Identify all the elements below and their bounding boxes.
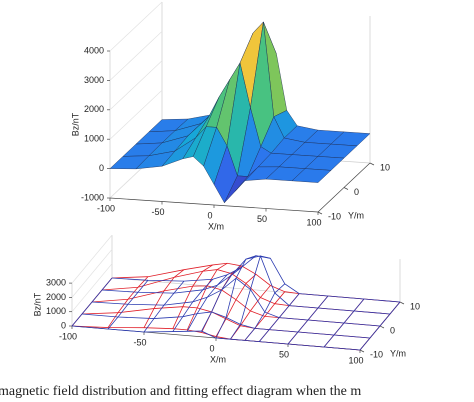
x-tick-label: 50 xyxy=(279,349,289,359)
z-tick-label: 0 xyxy=(61,320,66,330)
axis-line xyxy=(317,162,371,213)
mesh-column xyxy=(215,255,257,339)
mesh-column xyxy=(287,295,329,345)
y-axis-label: Y/m xyxy=(390,348,406,358)
x-axis-label: X/m xyxy=(210,354,226,364)
tick-mark xyxy=(317,211,323,215)
mesh-column xyxy=(186,262,228,331)
z-tick-label: -1000 xyxy=(81,192,104,202)
mesh-column xyxy=(172,278,214,332)
z-tick-label: 1000 xyxy=(46,306,66,316)
tick-mark xyxy=(399,301,405,305)
grid-line xyxy=(71,249,113,298)
x-tick-label: 0 xyxy=(207,210,212,220)
y-tick-label: 0 xyxy=(354,187,359,197)
y-axis-label: Y/m xyxy=(348,210,364,220)
z-tick-label: 2000 xyxy=(46,292,66,302)
y-tick-label: 10 xyxy=(410,301,420,311)
x-tick-label: 100 xyxy=(306,217,321,227)
surface-cell xyxy=(291,168,332,183)
grid-line xyxy=(109,89,163,140)
z-axis-label: Bz/nT xyxy=(32,292,42,316)
z-tick-label: 4000 xyxy=(84,45,104,55)
x-tick-label: -100 xyxy=(59,331,77,341)
caption: magnetic field distribution and fitting … xyxy=(0,384,361,399)
mesh-column xyxy=(107,276,149,328)
z-tick-label: 3000 xyxy=(46,277,66,287)
z-axis-label: Bz/nT xyxy=(70,112,80,136)
mesh-column xyxy=(323,298,365,348)
grid-line xyxy=(109,60,163,111)
grid-line xyxy=(71,234,113,284)
mesh-column xyxy=(201,267,242,332)
axis-line xyxy=(109,197,319,213)
z-tick-label: 0 xyxy=(99,163,104,173)
z-tick-label: 3000 xyxy=(84,75,104,85)
tick-mark xyxy=(369,162,375,166)
mesh-row xyxy=(111,255,401,303)
x-tick-label: -50 xyxy=(133,337,146,347)
mesh-column xyxy=(244,283,286,341)
grid-line xyxy=(71,263,113,312)
mesh-column xyxy=(71,277,113,327)
x-tick-label: -50 xyxy=(151,207,164,217)
y-tick-label: -10 xyxy=(328,211,341,221)
mesh-column xyxy=(107,280,149,330)
mesh-column xyxy=(172,264,214,329)
tick-mark xyxy=(379,325,385,329)
x-tick-label: 0 xyxy=(209,343,214,353)
mesh-column xyxy=(258,293,300,342)
mesh-column xyxy=(230,255,271,340)
mesh-column xyxy=(143,269,185,328)
grid-line xyxy=(109,1,163,52)
x-tick-label: -100 xyxy=(97,203,115,213)
grid-line xyxy=(109,31,163,81)
z-tick-label: 1000 xyxy=(84,134,104,144)
tick-mark xyxy=(343,187,349,190)
mesh-column xyxy=(186,274,228,332)
y-tick-label: 10 xyxy=(380,162,390,172)
x-tick-label: 50 xyxy=(257,214,267,224)
z-tick-label: 2000 xyxy=(84,104,104,114)
tick-mark xyxy=(359,349,365,353)
y-tick-label: -10 xyxy=(370,349,383,359)
y-tick-label: 0 xyxy=(390,325,395,335)
mesh-column xyxy=(143,280,185,333)
mesh-column xyxy=(359,301,401,351)
mesh-row xyxy=(81,306,371,339)
mesh-row xyxy=(91,277,381,327)
x-axis-label: X/m xyxy=(208,221,224,231)
x-tick-label: 100 xyxy=(348,355,363,365)
mesh-column xyxy=(230,285,271,340)
